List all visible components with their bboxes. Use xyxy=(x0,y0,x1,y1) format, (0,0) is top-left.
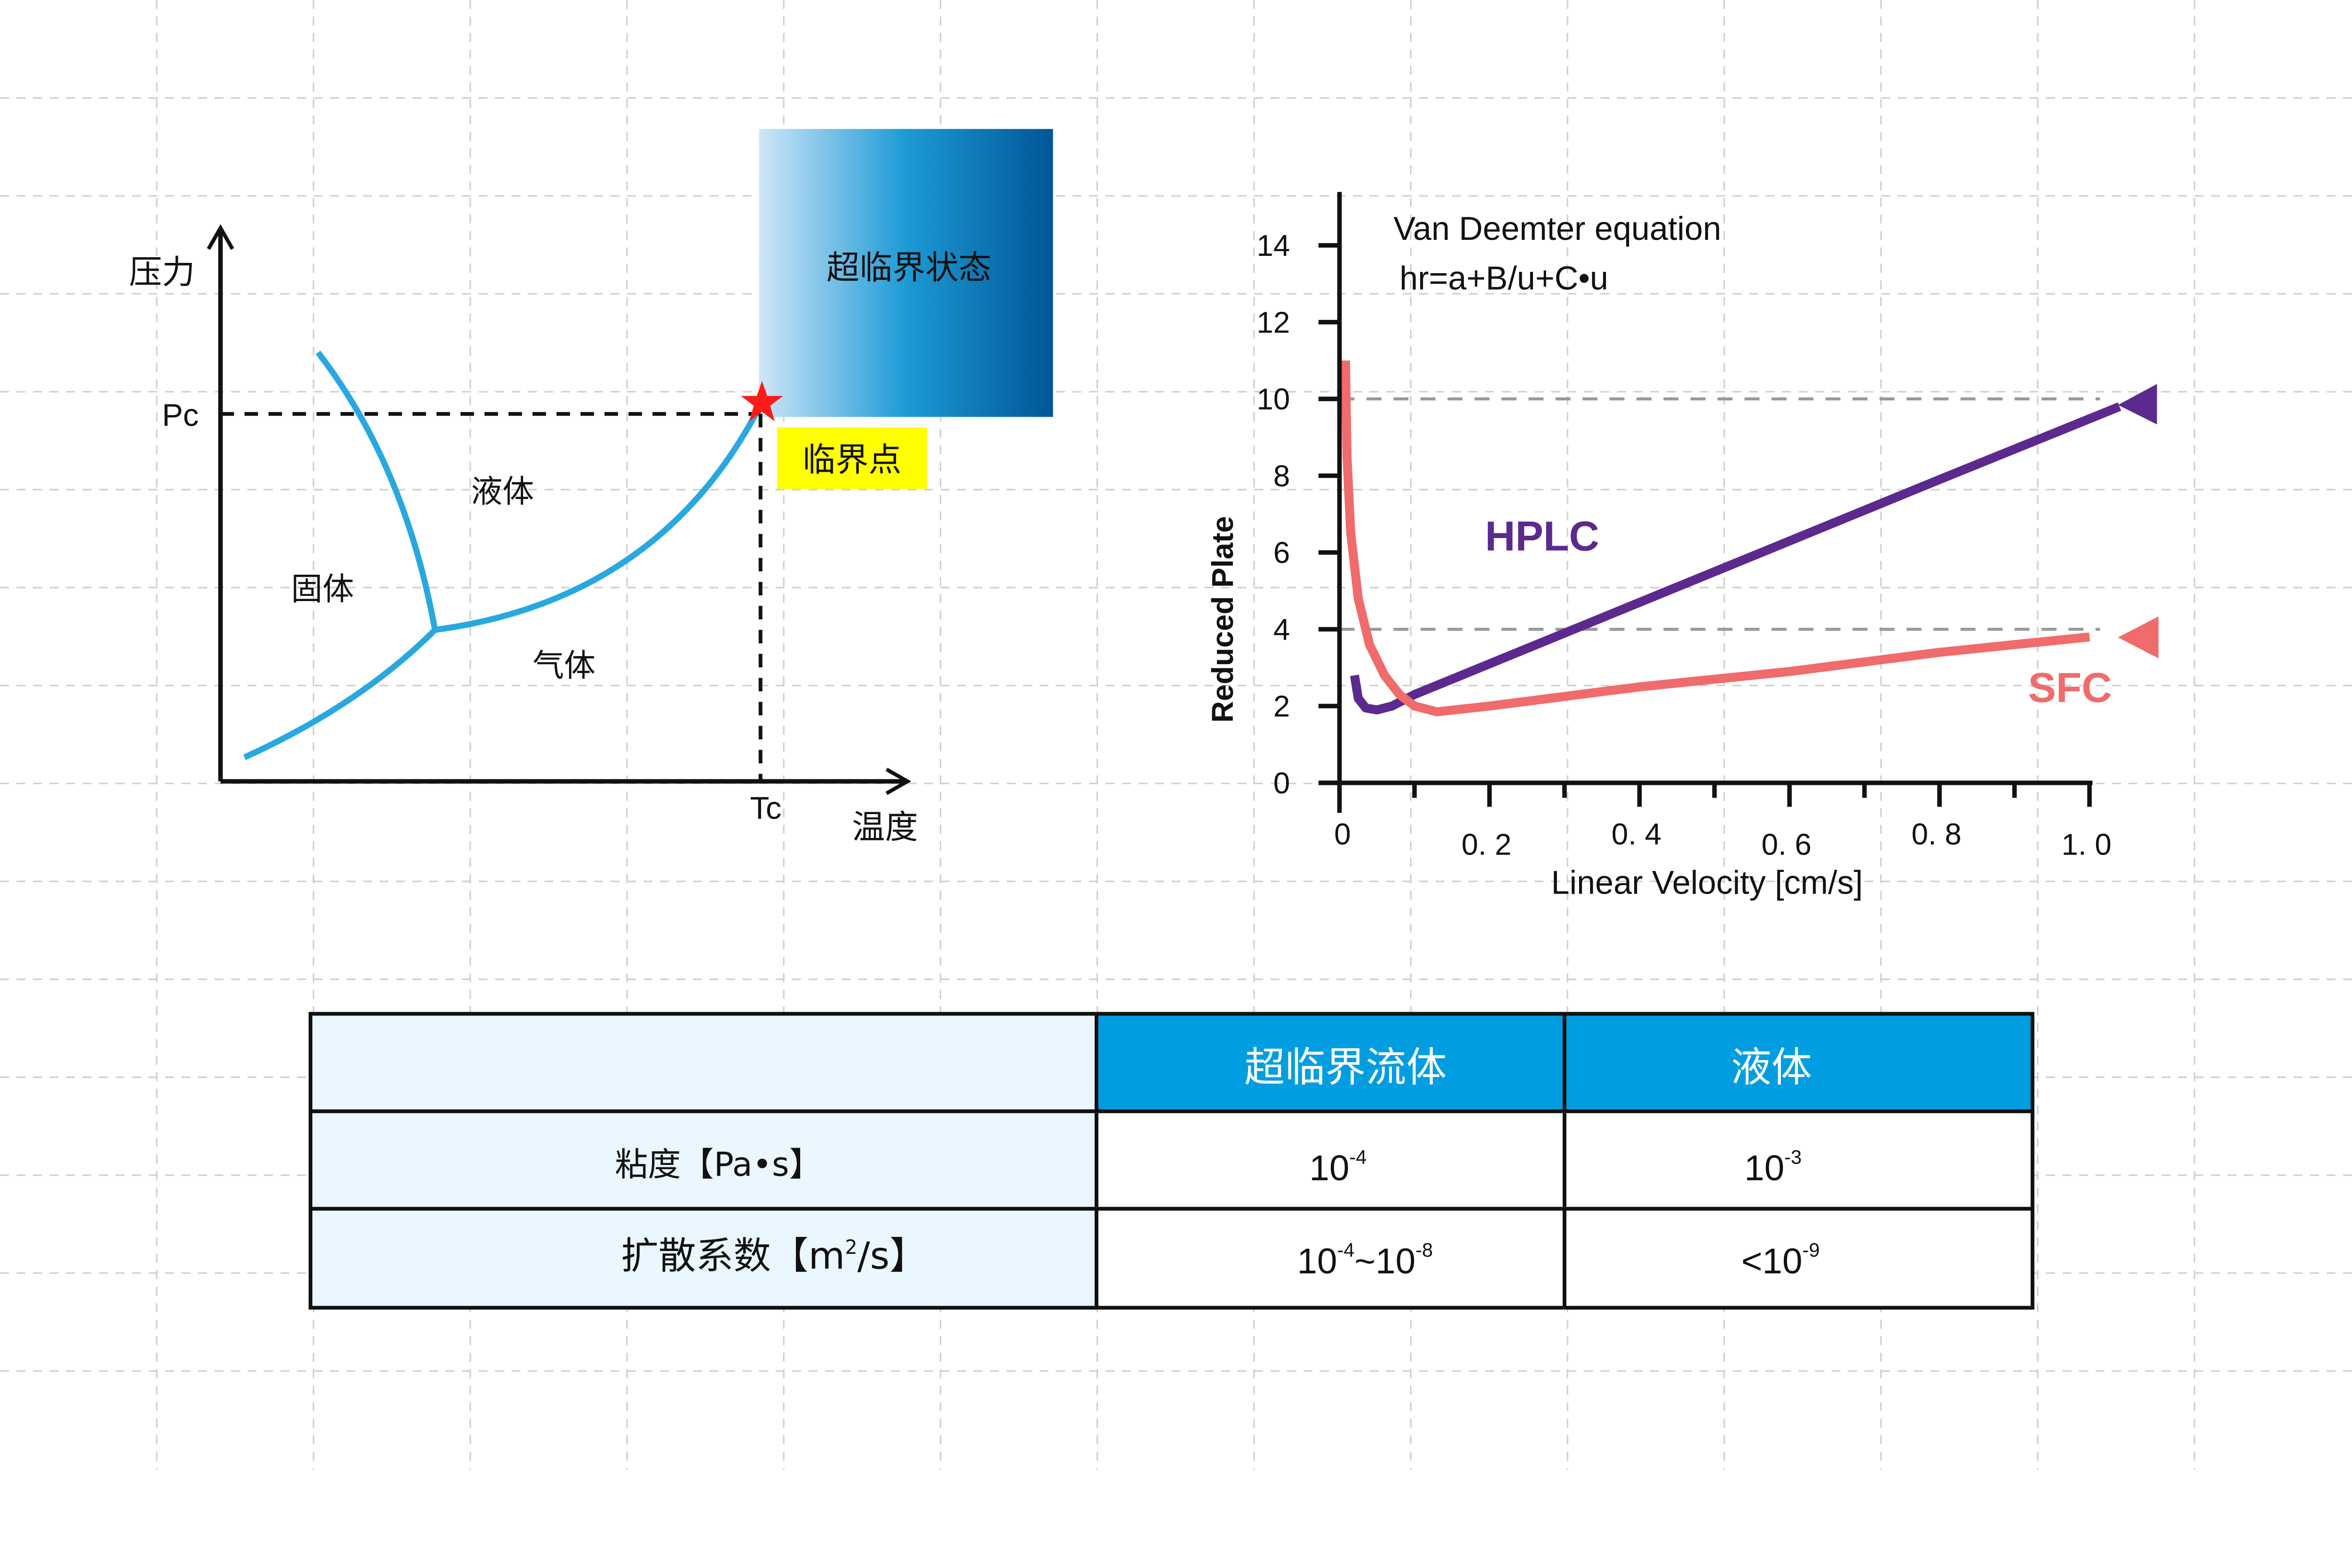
van-deemter-chart: Van Deemter equation hr=a+B/u+C•u 0 2 4 6 8 1… xyxy=(1206,192,2159,901)
chart-x-label: Linear Velocity [cm/s] xyxy=(1551,864,1863,901)
chart-y-label: Reduced Plate xyxy=(1206,516,1240,722)
viscosity-supercritical-value: 10-4 xyxy=(1309,1146,1367,1188)
supercritical-box xyxy=(759,129,1053,417)
legend-hplc: HPLC xyxy=(1485,512,1599,559)
diffusion-supercritical-value: 10-4~10-8 xyxy=(1297,1239,1433,1281)
supercritical-label: 超临界状态 xyxy=(826,248,992,287)
hplc-curve xyxy=(1350,402,2122,715)
y-tick-label: 8 xyxy=(1273,459,1290,493)
table-header-liquid: 液体 xyxy=(1731,1044,1812,1091)
table-label-column xyxy=(310,1014,1097,1308)
chart-title: Van Deemter equation xyxy=(1393,210,1721,247)
y-tick-label: 4 xyxy=(1273,612,1290,646)
canvas: 超临界状态 压力 温度 Pc Tc 临界点 液体 固体 气体 Van Deemt… xyxy=(0,0,2352,1470)
x-axis-arrow-icon xyxy=(885,768,912,795)
hplc-triangle-icon xyxy=(2118,384,2157,425)
y-tick-label: 0 xyxy=(1273,766,1290,800)
y-tick-label: 14 xyxy=(1256,229,1290,262)
reference-lines xyxy=(1339,397,2100,631)
tc-label: Tc xyxy=(750,791,781,826)
table-header-liquid-cell xyxy=(1564,1014,2033,1111)
y-tick-label: 2 xyxy=(1273,689,1290,723)
row-label-diffusion: 扩散系数【m2/s】 xyxy=(621,1234,927,1278)
region-gas: 气体 xyxy=(532,647,596,684)
pc-label: Pc xyxy=(162,398,199,433)
region-liquid: 液体 xyxy=(471,473,534,510)
sfc-triangle-icon xyxy=(2118,616,2159,658)
x-tick-label: 1. 0 xyxy=(2061,828,2111,862)
x-tick-label: 0. 8 xyxy=(1912,817,1962,851)
properties-table: 超临界流体 液体 粘度【Pa•s】 扩散系数【m2/s】 10-4 10-3 1… xyxy=(309,1012,2034,1310)
critical-point-label-bg xyxy=(777,427,927,489)
y-tick-label: 10 xyxy=(1256,382,1290,416)
liquid-gas-curve xyxy=(434,404,763,633)
axis-ticks: 0 2 4 6 8 10 12 14 0 0. 2 0. 4 0. 6 0. 8 1. 0 xyxy=(1256,229,2111,862)
solid-liquid-curve xyxy=(315,350,438,631)
x-tick-label: 0 xyxy=(1334,817,1351,851)
x-tick-label: 0. 2 xyxy=(1462,828,1511,862)
x-tick-label: 0. 6 xyxy=(1762,828,1812,862)
table-header-supercritical: 超临界流体 xyxy=(1244,1044,1446,1091)
diffusion-liquid-value: <10-9 xyxy=(1741,1239,1820,1281)
y-axis-arrow-icon xyxy=(207,224,234,250)
y-tick-label: 6 xyxy=(1273,536,1290,570)
y-tick-label: 12 xyxy=(1256,305,1290,339)
critical-point-label: 临界点 xyxy=(803,440,901,479)
critical-point-star-icon xyxy=(741,380,783,422)
temperature-label: 温度 xyxy=(852,808,918,847)
table-borders xyxy=(309,1012,2034,1310)
solid-gas-curve xyxy=(243,627,437,760)
row-label-viscosity: 粘度【Pa•s】 xyxy=(615,1145,822,1184)
chart-equation: hr=a+B/u+C•u xyxy=(1399,259,1608,296)
x-tick-label: 0. 4 xyxy=(1612,817,1661,851)
table-header-supercritical-cell xyxy=(1096,1014,1565,1111)
pressure-label: 压力 xyxy=(129,253,195,292)
legend-sfc: SFC xyxy=(2028,664,2112,711)
series-group xyxy=(1341,360,2122,717)
viscosity-liquid-value: 10-3 xyxy=(1744,1146,1802,1188)
sfc-curve xyxy=(1341,360,2090,717)
region-solid: 固体 xyxy=(291,571,354,608)
phase-diagram: 超临界状态 压力 温度 Pc Tc 临界点 液体 固体 气体 xyxy=(129,129,1053,847)
